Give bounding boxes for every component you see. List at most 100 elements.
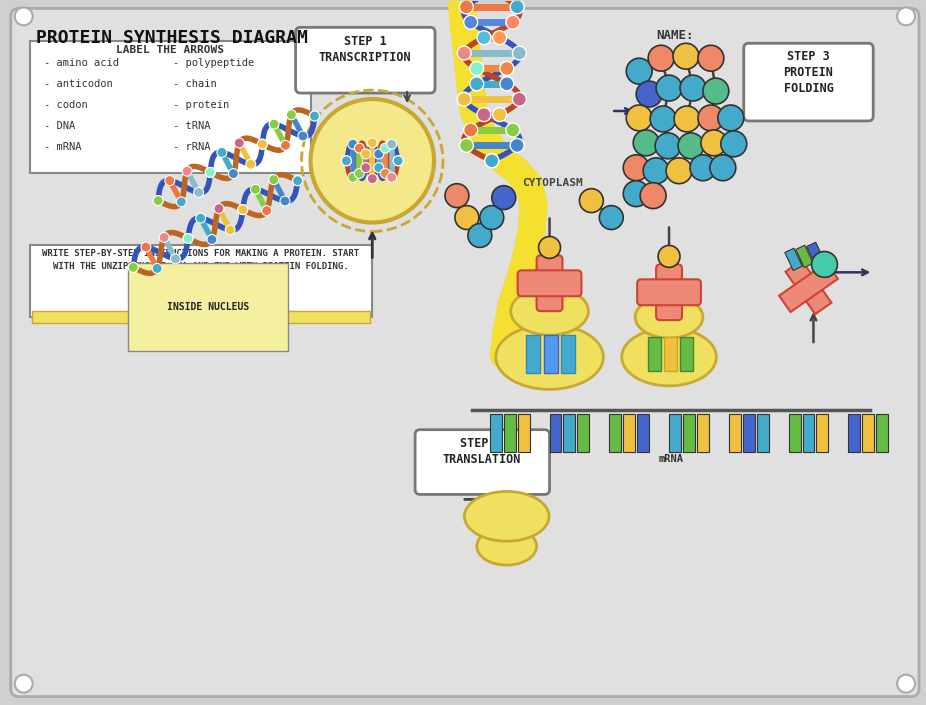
Circle shape bbox=[381, 143, 390, 153]
Circle shape bbox=[262, 206, 271, 216]
Text: WRITE STEP-BY-STEP INSTRUCTIONS FOR MAKING A PROTEIN. START
WITH THE UNZIPPING O: WRITE STEP-BY-STEP INSTRUCTIONS FOR MAKI… bbox=[43, 250, 359, 271]
FancyBboxPatch shape bbox=[295, 27, 435, 93]
Circle shape bbox=[257, 139, 268, 149]
Circle shape bbox=[195, 213, 206, 223]
Bar bbox=[743, 414, 755, 452]
Circle shape bbox=[374, 149, 383, 159]
Text: - codon: - codon bbox=[44, 100, 87, 110]
Circle shape bbox=[485, 154, 499, 168]
Polygon shape bbox=[807, 243, 824, 264]
Ellipse shape bbox=[511, 287, 588, 335]
Circle shape bbox=[811, 252, 837, 277]
Circle shape bbox=[194, 188, 204, 197]
Circle shape bbox=[129, 262, 138, 272]
Circle shape bbox=[15, 675, 32, 692]
Circle shape bbox=[599, 206, 623, 230]
Circle shape bbox=[293, 176, 303, 185]
Circle shape bbox=[506, 16, 519, 29]
Circle shape bbox=[281, 140, 291, 150]
Bar bbox=[637, 414, 649, 452]
Circle shape bbox=[374, 163, 383, 173]
Bar bbox=[561, 335, 575, 373]
Circle shape bbox=[159, 233, 169, 243]
FancyBboxPatch shape bbox=[657, 264, 682, 320]
Ellipse shape bbox=[621, 328, 717, 386]
Circle shape bbox=[510, 138, 524, 152]
Circle shape bbox=[394, 156, 403, 166]
Circle shape bbox=[153, 196, 163, 206]
Circle shape bbox=[636, 81, 662, 107]
Text: - polypeptide: - polypeptide bbox=[173, 59, 255, 68]
Circle shape bbox=[342, 156, 351, 166]
Circle shape bbox=[493, 108, 507, 121]
Ellipse shape bbox=[495, 324, 604, 389]
FancyBboxPatch shape bbox=[30, 245, 372, 317]
Circle shape bbox=[480, 206, 504, 230]
Circle shape bbox=[493, 31, 507, 44]
FancyBboxPatch shape bbox=[744, 43, 873, 121]
Circle shape bbox=[459, 0, 473, 14]
Bar bbox=[648, 337, 661, 371]
Polygon shape bbox=[785, 248, 802, 271]
Circle shape bbox=[506, 123, 519, 137]
FancyBboxPatch shape bbox=[518, 270, 582, 296]
Bar bbox=[669, 414, 681, 452]
Circle shape bbox=[381, 168, 390, 178]
Circle shape bbox=[293, 176, 303, 185]
Circle shape bbox=[153, 196, 163, 206]
Bar bbox=[729, 414, 741, 452]
Circle shape bbox=[298, 131, 307, 141]
Circle shape bbox=[309, 111, 319, 121]
Circle shape bbox=[633, 130, 659, 156]
Circle shape bbox=[703, 78, 729, 104]
Circle shape bbox=[710, 155, 736, 180]
Circle shape bbox=[269, 119, 279, 129]
FancyBboxPatch shape bbox=[415, 429, 549, 494]
Circle shape bbox=[640, 183, 666, 209]
Circle shape bbox=[698, 105, 724, 131]
Circle shape bbox=[644, 158, 669, 184]
Text: mRNA: mRNA bbox=[658, 453, 683, 464]
Circle shape bbox=[701, 130, 727, 156]
FancyBboxPatch shape bbox=[637, 279, 701, 305]
Circle shape bbox=[897, 8, 915, 25]
Circle shape bbox=[238, 204, 248, 214]
Ellipse shape bbox=[465, 491, 549, 541]
Text: - mRNA: - mRNA bbox=[44, 142, 81, 152]
Text: - chain: - chain bbox=[173, 79, 217, 89]
Bar bbox=[876, 414, 888, 452]
Circle shape bbox=[355, 143, 364, 153]
Circle shape bbox=[183, 233, 193, 243]
Ellipse shape bbox=[477, 527, 536, 565]
Circle shape bbox=[257, 139, 268, 149]
Bar bbox=[757, 414, 769, 452]
Circle shape bbox=[206, 167, 215, 178]
Circle shape bbox=[680, 75, 706, 101]
Bar bbox=[789, 414, 800, 452]
Circle shape bbox=[477, 108, 491, 121]
Circle shape bbox=[129, 262, 138, 272]
Bar bbox=[680, 337, 693, 371]
Polygon shape bbox=[785, 260, 832, 314]
Circle shape bbox=[361, 163, 370, 173]
Bar bbox=[544, 335, 557, 373]
Circle shape bbox=[342, 156, 351, 166]
Circle shape bbox=[176, 197, 186, 207]
Circle shape bbox=[690, 155, 716, 180]
Circle shape bbox=[217, 147, 227, 157]
Circle shape bbox=[469, 77, 483, 91]
Circle shape bbox=[15, 8, 32, 25]
Circle shape bbox=[457, 46, 471, 60]
Circle shape bbox=[141, 242, 151, 252]
Circle shape bbox=[355, 168, 364, 178]
Circle shape bbox=[512, 92, 526, 106]
Circle shape bbox=[500, 61, 514, 75]
Circle shape bbox=[698, 45, 724, 71]
Circle shape bbox=[658, 245, 680, 267]
Polygon shape bbox=[795, 245, 813, 267]
Circle shape bbox=[897, 675, 915, 692]
Bar bbox=[504, 414, 516, 452]
Text: - rRNA: - rRNA bbox=[173, 142, 210, 152]
Circle shape bbox=[648, 45, 674, 71]
Circle shape bbox=[368, 138, 377, 148]
